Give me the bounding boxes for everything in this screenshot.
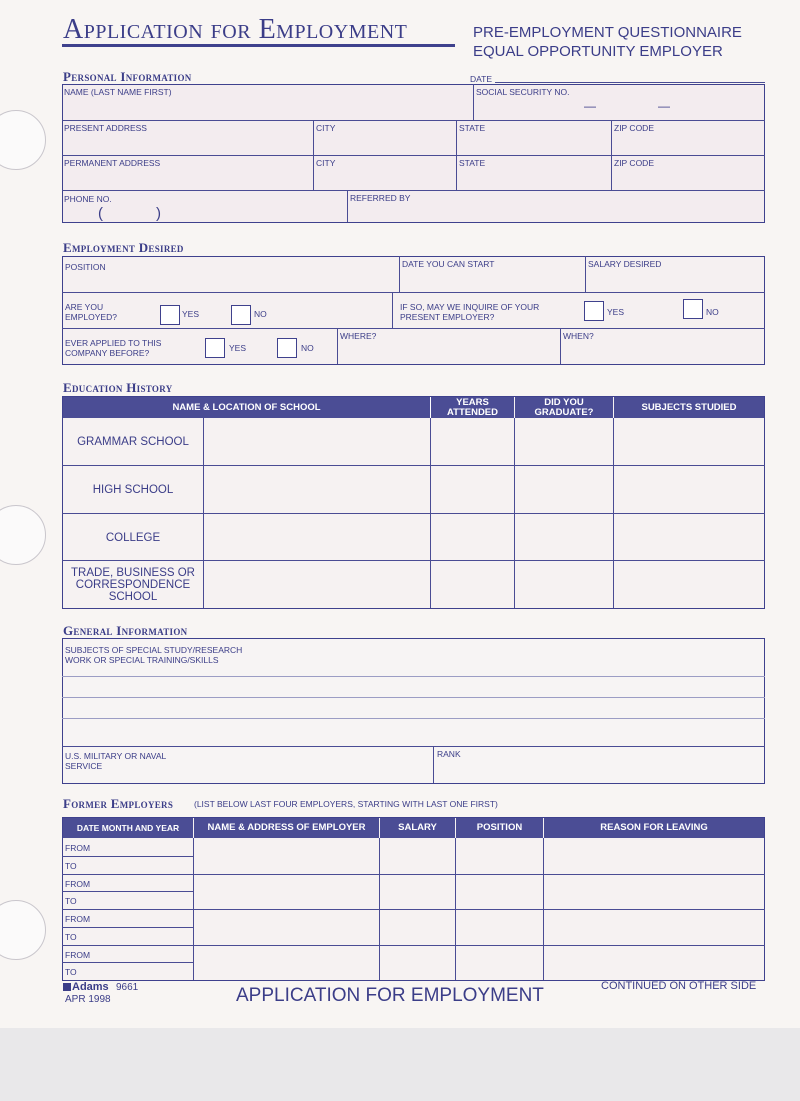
row-college: COLLEGE (105, 531, 161, 544)
present-state-field[interactable]: STATE (459, 123, 486, 133)
brand-name: Adams (72, 981, 109, 993)
col-position: POSITION (456, 818, 543, 838)
present-city-field[interactable]: CITY (316, 123, 336, 133)
general-line[interactable] (62, 718, 765, 719)
general-line[interactable] (62, 697, 765, 698)
employed-yes-checkbox[interactable] (160, 305, 180, 325)
yes-label: YES (607, 307, 625, 317)
present-zip-field[interactable]: ZIP CODE (614, 123, 654, 133)
ssn-dash: — (584, 99, 596, 113)
phone-field[interactable]: PHONE NO. (64, 194, 112, 204)
salary-desired-field[interactable]: SALARY DESIRED (588, 259, 662, 269)
personal-info-box (62, 84, 765, 223)
employed-label: ARE YOU EMPLOYED? (65, 302, 117, 322)
where-field[interactable]: WHERE? (340, 331, 377, 341)
when-field[interactable]: WHEN? (563, 331, 594, 341)
from-field[interactable]: FROM (65, 879, 91, 889)
continued-note: CONTINUED ON OTHER SIDE (601, 980, 757, 992)
former-note: (LIST BELOW LAST FOUR EMPLOYERS, STARTIN… (194, 799, 498, 809)
col-salary: SALARY (380, 818, 455, 838)
date-field[interactable] (495, 82, 765, 83)
punch-hole (0, 505, 46, 565)
form-number: 9661 (116, 982, 139, 993)
row-trade-school: TRADE, BUSINESS OR CORRESPONDENCE SCHOOL (71, 566, 195, 603)
no-label: NO (301, 343, 314, 353)
form-title: Application for Employment (63, 14, 408, 45)
date-label: DATE (470, 74, 493, 84)
punch-hole (0, 110, 46, 170)
col-subjects: SUBJECTS STUDIED (614, 397, 764, 418)
adams-logo-icon (63, 983, 71, 991)
form-page: Application for Employment PRE-EMPLOYMEN… (0, 0, 800, 1028)
subtitle-eoe: EQUAL OPPORTUNITY EMPLOYER (473, 43, 723, 60)
general-info-box (62, 638, 765, 784)
phone-paren-open: ( (98, 205, 103, 222)
punch-hole (0, 900, 46, 960)
yes-label: YES (182, 309, 200, 319)
applied-yes-checkbox[interactable] (205, 338, 225, 358)
work-label: WORK OR SPECIAL TRAINING/SKILLS (65, 655, 219, 665)
education-table (62, 396, 765, 609)
permanent-state-field[interactable]: STATE (459, 158, 486, 168)
col-date: DATE MONTH AND YEAR (63, 818, 193, 838)
col-school: NAME & LOCATION OF SCHOOL (63, 397, 430, 418)
ssn-field[interactable]: SOCIAL SECURITY NO. (476, 87, 570, 97)
section-employment-heading: Employment Desired (63, 240, 184, 255)
section-former-heading: Former Employers (63, 796, 174, 811)
col-graduate: DID YOU GRADUATE? (515, 397, 613, 418)
to-field[interactable]: TO (65, 861, 77, 871)
present-address-field[interactable]: PRESENT ADDRESS (64, 123, 147, 133)
permanent-address-field[interactable]: PERMANENT ADDRESS (64, 158, 161, 168)
general-line[interactable] (62, 676, 765, 677)
col-years: YEARS ATTENDED (431, 397, 514, 418)
position-field[interactable]: POSITION (65, 262, 106, 272)
form-date: APR 1998 (65, 994, 111, 1005)
former-employers-table (62, 817, 765, 981)
employed-no-checkbox[interactable] (231, 305, 251, 325)
inquire-yes-checkbox[interactable] (584, 301, 604, 321)
subtitle-questionnaire: PRE-EMPLOYMENT QUESTIONNAIRE (473, 24, 742, 41)
no-label: NO (254, 309, 267, 319)
to-field[interactable]: TO (65, 896, 77, 906)
ever-applied-label: EVER APPLIED TO THIS COMPANY BEFORE? (65, 338, 162, 358)
section-general-heading: General Information (63, 623, 188, 638)
from-field[interactable]: FROM (65, 950, 91, 960)
from-field[interactable]: FROM (65, 914, 91, 924)
row-high-school: HIGH SCHOOL (92, 483, 174, 496)
ssn-dash: — (658, 99, 670, 113)
date-start-field[interactable]: DATE YOU CAN START (402, 259, 495, 269)
section-personal-heading: Personal Information (63, 69, 192, 84)
to-field[interactable]: TO (65, 967, 77, 977)
col-employer: NAME & ADDRESS OF EMPLOYER (194, 818, 379, 838)
referred-by-field[interactable]: REFERRED BY (350, 193, 411, 203)
to-field[interactable]: TO (65, 932, 77, 942)
footer-title: APPLICATION FOR EMPLOYMENT (236, 985, 544, 1006)
subjects-label: SUBJECTS OF SPECIAL STUDY/RESEARCH (65, 645, 243, 655)
rank-field[interactable]: RANK (437, 749, 461, 759)
title-underline (62, 44, 455, 47)
permanent-zip-field[interactable]: ZIP CODE (614, 158, 654, 168)
permanent-city-field[interactable]: CITY (316, 158, 336, 168)
inquire-no-checkbox[interactable] (683, 299, 703, 319)
col-reason: REASON FOR LEAVING (544, 818, 764, 838)
from-field[interactable]: FROM (65, 843, 91, 853)
applied-no-checkbox[interactable] (277, 338, 297, 358)
row-grammar-school: GRAMMAR SCHOOL (77, 435, 189, 448)
phone-paren-close: ) (156, 205, 161, 222)
yes-label: YES (229, 343, 247, 353)
name-field[interactable]: NAME (LAST NAME FIRST) (64, 87, 172, 97)
section-education-heading: Education History (63, 380, 173, 395)
inquire-label: IF SO, MAY WE INQUIRE OF YOUR PRESENT EM… (400, 302, 540, 322)
no-label: NO (706, 307, 719, 317)
military-service-field[interactable]: U.S. MILITARY OR NAVAL SERVICE (65, 751, 166, 771)
